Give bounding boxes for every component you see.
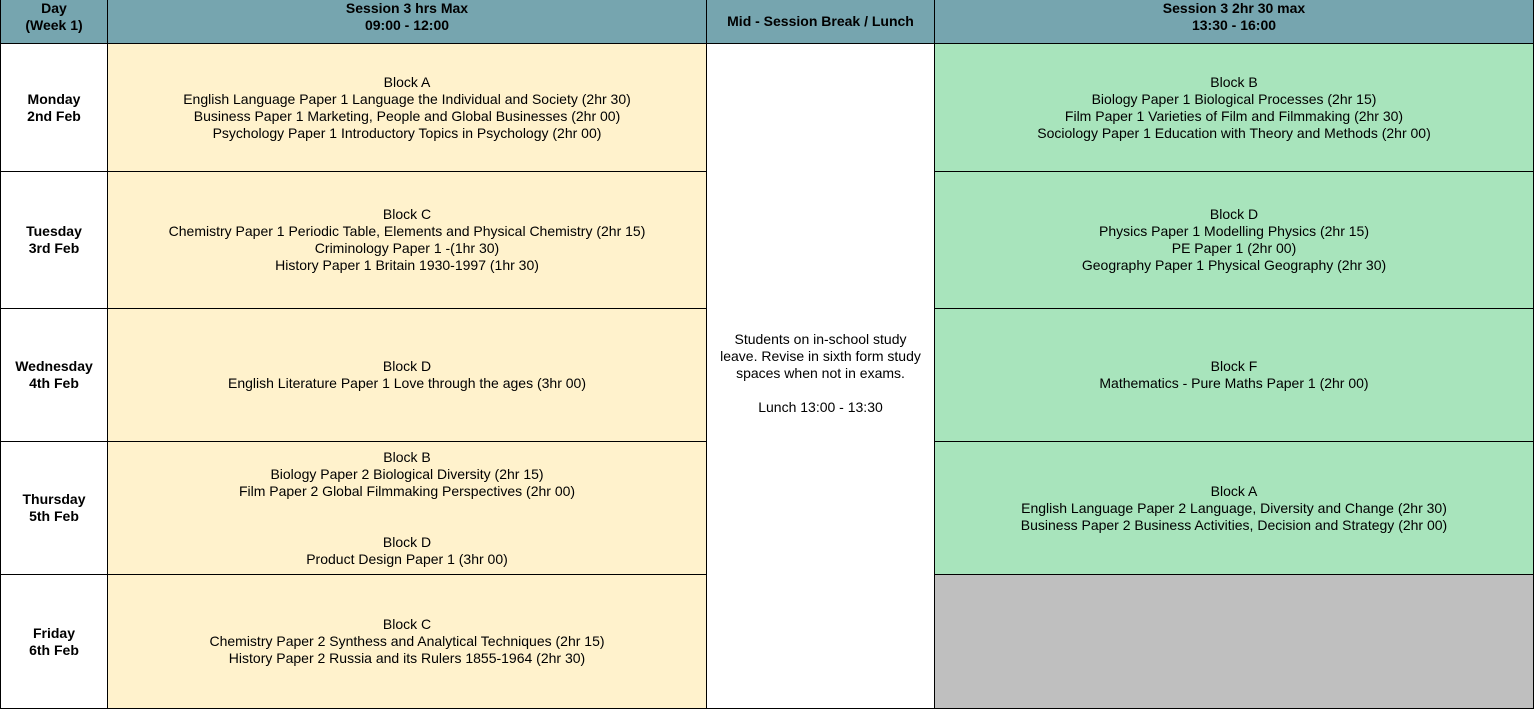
header-line: Mid - Session Break / Lunch [727,13,914,29]
header-break: Mid - Session Break / Lunch [707,0,935,44]
break-cell: Students on in-school study leave. Revis… [707,44,935,709]
lunch-time: Lunch 13:00 - 13:30 [758,398,883,415]
cell-line: Psychology Paper 1 Introductory Topics i… [212,124,602,141]
cell-line: Film Paper 2 Global Filmmaking Perspecti… [238,483,576,499]
afternoon-session-cell: Block A English Language Paper 2 Language… [935,442,1534,575]
block-label: Block C [382,616,432,632]
cell-line: History Paper 1 Britain 1930-1997 (1hr 3… [275,257,539,273]
cell-line: Wednesday [15,358,93,374]
cell-line: Biology Paper 1 Biological Processes (2h… [1091,90,1377,107]
block-label: Block F [1210,358,1258,374]
cell-line: Tuesday [26,223,82,239]
morning-session-cell: Block B Biology Paper 2 Biological Divers… [108,442,707,575]
header-line: 13:30 - 16:00 [1191,17,1277,33]
cell-line: English Literature Paper 1 Love through … [227,375,586,391]
break-text: spaces when not in exams. [736,364,905,381]
day-cell: Friday 6th Feb [1,575,108,709]
block-label: Block A [1210,482,1258,499]
cell-line: 6th Feb [29,641,79,658]
cell-line: Physics Paper 1 Modelling Physics (2hr 1… [1098,223,1369,239]
cell-line: Film Paper 1 Varieties of Film and Filmm… [1064,107,1404,124]
cell-line: English Language Paper 2 Language, Diver… [1021,499,1447,516]
empty-session-cell [935,575,1534,709]
cell-line: Friday [32,624,75,641]
day-cell: Tuesday 3rd Feb [1,172,108,309]
header-line: 09:00 - 12:00 [364,17,450,33]
cell-line: Biology Paper 2 Biological Diversity (2h… [270,466,544,482]
cell-line: 3rd Feb [28,240,80,256]
header-line: Session 3 2hr 30 max [1162,0,1306,16]
day-cell: Thursday 5th Feb [1,442,108,575]
cell-line: Product Design Paper 1 (3hr 00) [306,551,508,567]
day-cell: Monday 2nd Feb [1,44,108,172]
block-label: Block B [1210,73,1258,90]
cell-line: Business Paper 1 Marketing, People and G… [193,107,621,124]
block-label: Block C [382,206,432,222]
cell-line: 2nd Feb [27,107,81,124]
afternoon-session-cell: Block B Biology Paper 1 Biological Proces… [935,44,1534,172]
block-label: Block B [383,449,431,465]
cell-line: Thursday [22,491,86,507]
header-line: Session 3 hrs Max [345,0,469,16]
header-day-line: (Week 1) [25,17,83,33]
block-label: Block D [382,358,432,374]
block-label: Block A [383,73,431,90]
cell-line: PE Paper 1 (2hr 00) [1171,240,1297,256]
morning-session-cell: Block A English Language Paper 1 Language… [108,44,707,172]
header-session-pm: Session 3 2hr 30 max 13:30 - 16:00 [935,0,1534,44]
cell-line: Geography Paper 1 Physical Geography (2h… [1081,257,1387,273]
cell-line: Mathematics - Pure Maths Paper 1 (2hr 00… [1099,375,1369,391]
block-label: Block D [382,534,432,550]
cell-line: Criminology Paper 1 -(1hr 30) [314,240,500,256]
cell-line: 5th Feb [29,508,79,524]
cell-line: 4th Feb [29,375,79,391]
cell-line: Chemistry Paper 1 Periodic Table, Elemen… [168,223,646,239]
morning-session-cell: Block C Chemistry Paper 1 Periodic Table,… [108,172,707,309]
afternoon-session-cell: Block F Mathematics - Pure Maths Paper 1 … [935,309,1534,442]
break-text: leave. Revise in sixth form study [720,347,921,364]
cell-line: Monday [27,90,81,107]
header-day: Day (Week 1) [1,0,108,44]
afternoon-session-cell: Block D Physics Paper 1 Modelling Physics… [935,172,1534,309]
cell-line: Business Paper 2 Business Activities, De… [1020,516,1448,533]
morning-session-cell: Block D English Literature Paper 1 Love t… [108,309,707,442]
header-day-line: Day [41,0,67,16]
break-text: Students on in-school study [734,330,907,347]
day-cell: Wednesday 4th Feb [1,309,108,442]
cell-line: English Language Paper 1 Language the In… [183,90,631,107]
morning-session-cell: Block C Chemistry Paper 2 Synthess and An… [108,575,707,709]
header-session-am: Session 3 hrs Max 09:00 - 12:00 [108,0,707,44]
cell-line: Sociology Paper 1 Education with Theory … [1037,124,1431,141]
cell-line: History Paper 2 Russia and its Rulers 18… [228,650,586,666]
block-label: Block D [1209,206,1259,222]
cell-line: Chemistry Paper 2 Synthess and Analytica… [209,633,605,649]
